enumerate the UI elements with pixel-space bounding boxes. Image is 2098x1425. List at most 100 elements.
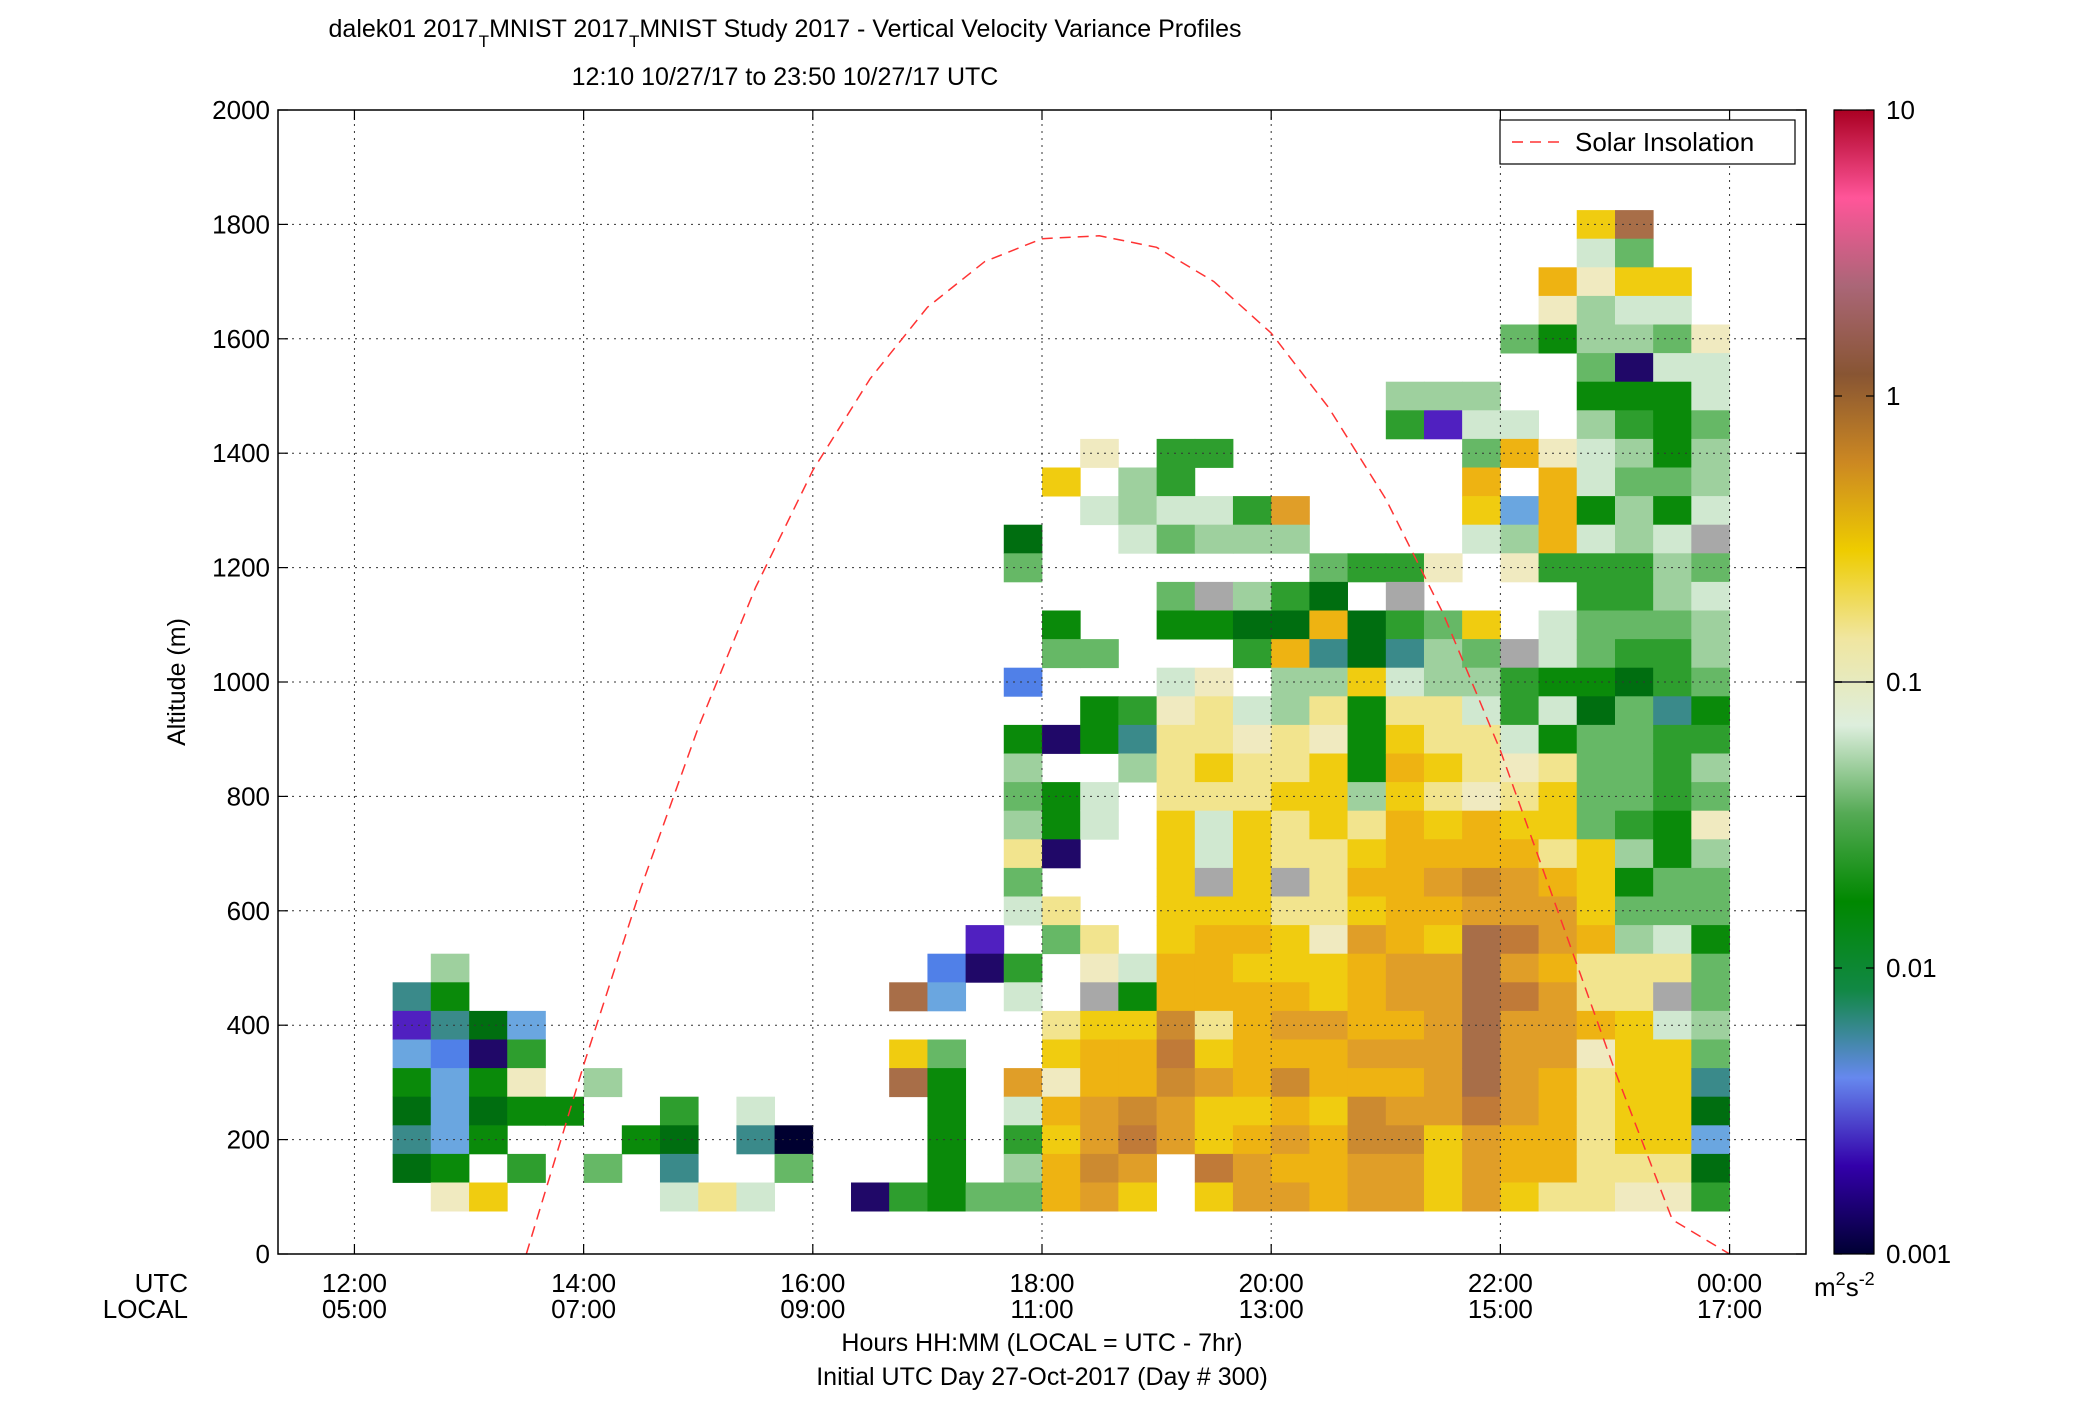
- heatmap-cell: [1194, 1125, 1234, 1155]
- x-tick-label-local: 13:00: [1239, 1294, 1304, 1324]
- heatmap-cell: [1576, 353, 1616, 383]
- heatmap-cell: [1271, 696, 1310, 726]
- heatmap-cell: [1462, 1096, 1501, 1126]
- heatmap-cell: [1003, 553, 1043, 583]
- heatmap-cell: [1347, 667, 1387, 697]
- heatmap-cell: [1691, 925, 1730, 955]
- heatmap-cell: [1538, 1010, 1578, 1040]
- heatmap-cell: [1691, 753, 1730, 783]
- heatmap-cell: [1309, 1182, 1348, 1212]
- y-tick-label: 1400: [212, 438, 270, 468]
- heatmap-cell: [1691, 467, 1730, 497]
- heatmap-cell: [1423, 782, 1463, 812]
- heatmap-cell: [1615, 1096, 1654, 1126]
- heatmap-cell: [1156, 724, 1196, 754]
- heatmap-cell: [1538, 1068, 1578, 1098]
- heatmap-cell: [1271, 524, 1310, 554]
- heatmap-cell: [1271, 753, 1310, 783]
- heatmap-cell: [1423, 1039, 1463, 1069]
- heatmap-cell: [430, 1125, 470, 1155]
- heatmap-cell: [1003, 839, 1043, 869]
- heatmap-cell: [1653, 410, 1692, 440]
- heatmap-cell: [1691, 353, 1730, 383]
- heatmap-cell: [1194, 1010, 1234, 1040]
- heatmap-cell: [1462, 696, 1501, 726]
- heatmap-cell: [1232, 753, 1272, 783]
- heatmap-cell: [1653, 1153, 1692, 1183]
- heatmap-cell: [1232, 839, 1272, 869]
- heatmap-cell: [1462, 724, 1501, 754]
- heatmap-cell: [1156, 810, 1196, 840]
- heatmap-cell: [1691, 782, 1730, 812]
- heatmap-cell: [1423, 953, 1463, 983]
- x-tick-label-local: 07:00: [551, 1294, 616, 1324]
- heatmap-cell: [1232, 639, 1272, 669]
- heatmap-cell: [1576, 467, 1616, 497]
- heatmap-cell: [469, 1068, 508, 1098]
- heatmap-cell: [1309, 753, 1348, 783]
- heatmap-cell: [1042, 1096, 1081, 1126]
- heatmap-cell: [1080, 1068, 1119, 1098]
- heatmap-cell: [1003, 953, 1043, 983]
- heatmap-cell: [1194, 896, 1234, 926]
- heatmap-cell: [1653, 753, 1692, 783]
- heatmap-cell: [1615, 867, 1654, 897]
- heatmap-cell: [1347, 810, 1387, 840]
- heatmap-cell: [1156, 953, 1196, 983]
- heatmap-cell: [1423, 381, 1463, 411]
- y-tick-label: 800: [227, 781, 270, 811]
- heatmap-cell: [1576, 496, 1616, 526]
- heatmap-cell: [1271, 610, 1310, 640]
- y-tick-label: 200: [227, 1125, 270, 1155]
- heatmap-cell: [1347, 1068, 1387, 1098]
- heatmap-cell: [1462, 753, 1501, 783]
- heatmap-cell: [1691, 867, 1730, 897]
- heatmap-cell: [1232, 524, 1272, 554]
- heatmap-cell: [1500, 867, 1540, 897]
- heatmap-cell: [1538, 1039, 1578, 1069]
- heatmap-cell: [1538, 724, 1578, 754]
- heatmap-cell: [1462, 953, 1501, 983]
- heatmap-cell: [1500, 496, 1540, 526]
- heatmap-cell: [1500, 810, 1540, 840]
- heatmap-cell: [1003, 1182, 1043, 1212]
- heatmap-cell: [1653, 353, 1692, 383]
- colorbar-tick-label: 10: [1886, 95, 1915, 125]
- heatmap-cell: [1232, 1039, 1272, 1069]
- heatmap-cell: [1576, 982, 1616, 1012]
- heatmap-cell: [1423, 1153, 1463, 1183]
- heatmap-cell: [1080, 1010, 1119, 1040]
- heatmap-cell: [1194, 1096, 1234, 1126]
- grid-lines: [278, 110, 1806, 1254]
- heatmap-cell: [1538, 667, 1578, 697]
- heatmap-cell: [889, 1182, 928, 1212]
- heatmap-cell: [1500, 724, 1540, 754]
- heatmap-cell: [1118, 524, 1157, 554]
- heatmap-cell: [1653, 810, 1692, 840]
- heatmap-cell: [1538, 810, 1578, 840]
- heatmap-cell: [736, 1096, 776, 1126]
- heatmap-cell: [1194, 610, 1234, 640]
- heatmap-cell: [1232, 982, 1272, 1012]
- heatmap-cell: [1691, 953, 1730, 983]
- heatmap-cell: [1576, 524, 1616, 554]
- heatmap-cell: [1194, 810, 1234, 840]
- x-axis-label: Hours HH:MM (LOCAL = UTC - 7hr): [841, 1329, 1242, 1357]
- heatmap-cell: [1653, 267, 1692, 297]
- heatmap-cell: [1653, 1039, 1692, 1069]
- heatmap-cell: [1500, 925, 1540, 955]
- heatmap-cell: [1576, 295, 1616, 325]
- heatmap-cell: [1538, 610, 1578, 640]
- heatmap-cell: [851, 1182, 890, 1212]
- heatmap-cell: [1615, 1182, 1654, 1212]
- heatmap-cell: [1232, 1068, 1272, 1098]
- heatmap-cell: [1615, 553, 1654, 583]
- heatmap-cell: [1042, 1068, 1081, 1098]
- heatmap-cell: [1042, 810, 1081, 840]
- x-tick-label-utc: 18:00: [1009, 1268, 1074, 1298]
- heatmap-cell: [1118, 753, 1157, 783]
- heatmap-cell: [1538, 953, 1578, 983]
- heatmap-cell: [1653, 581, 1692, 611]
- heatmap-cell: [1271, 1010, 1310, 1040]
- heatmap-cell: [1385, 724, 1425, 754]
